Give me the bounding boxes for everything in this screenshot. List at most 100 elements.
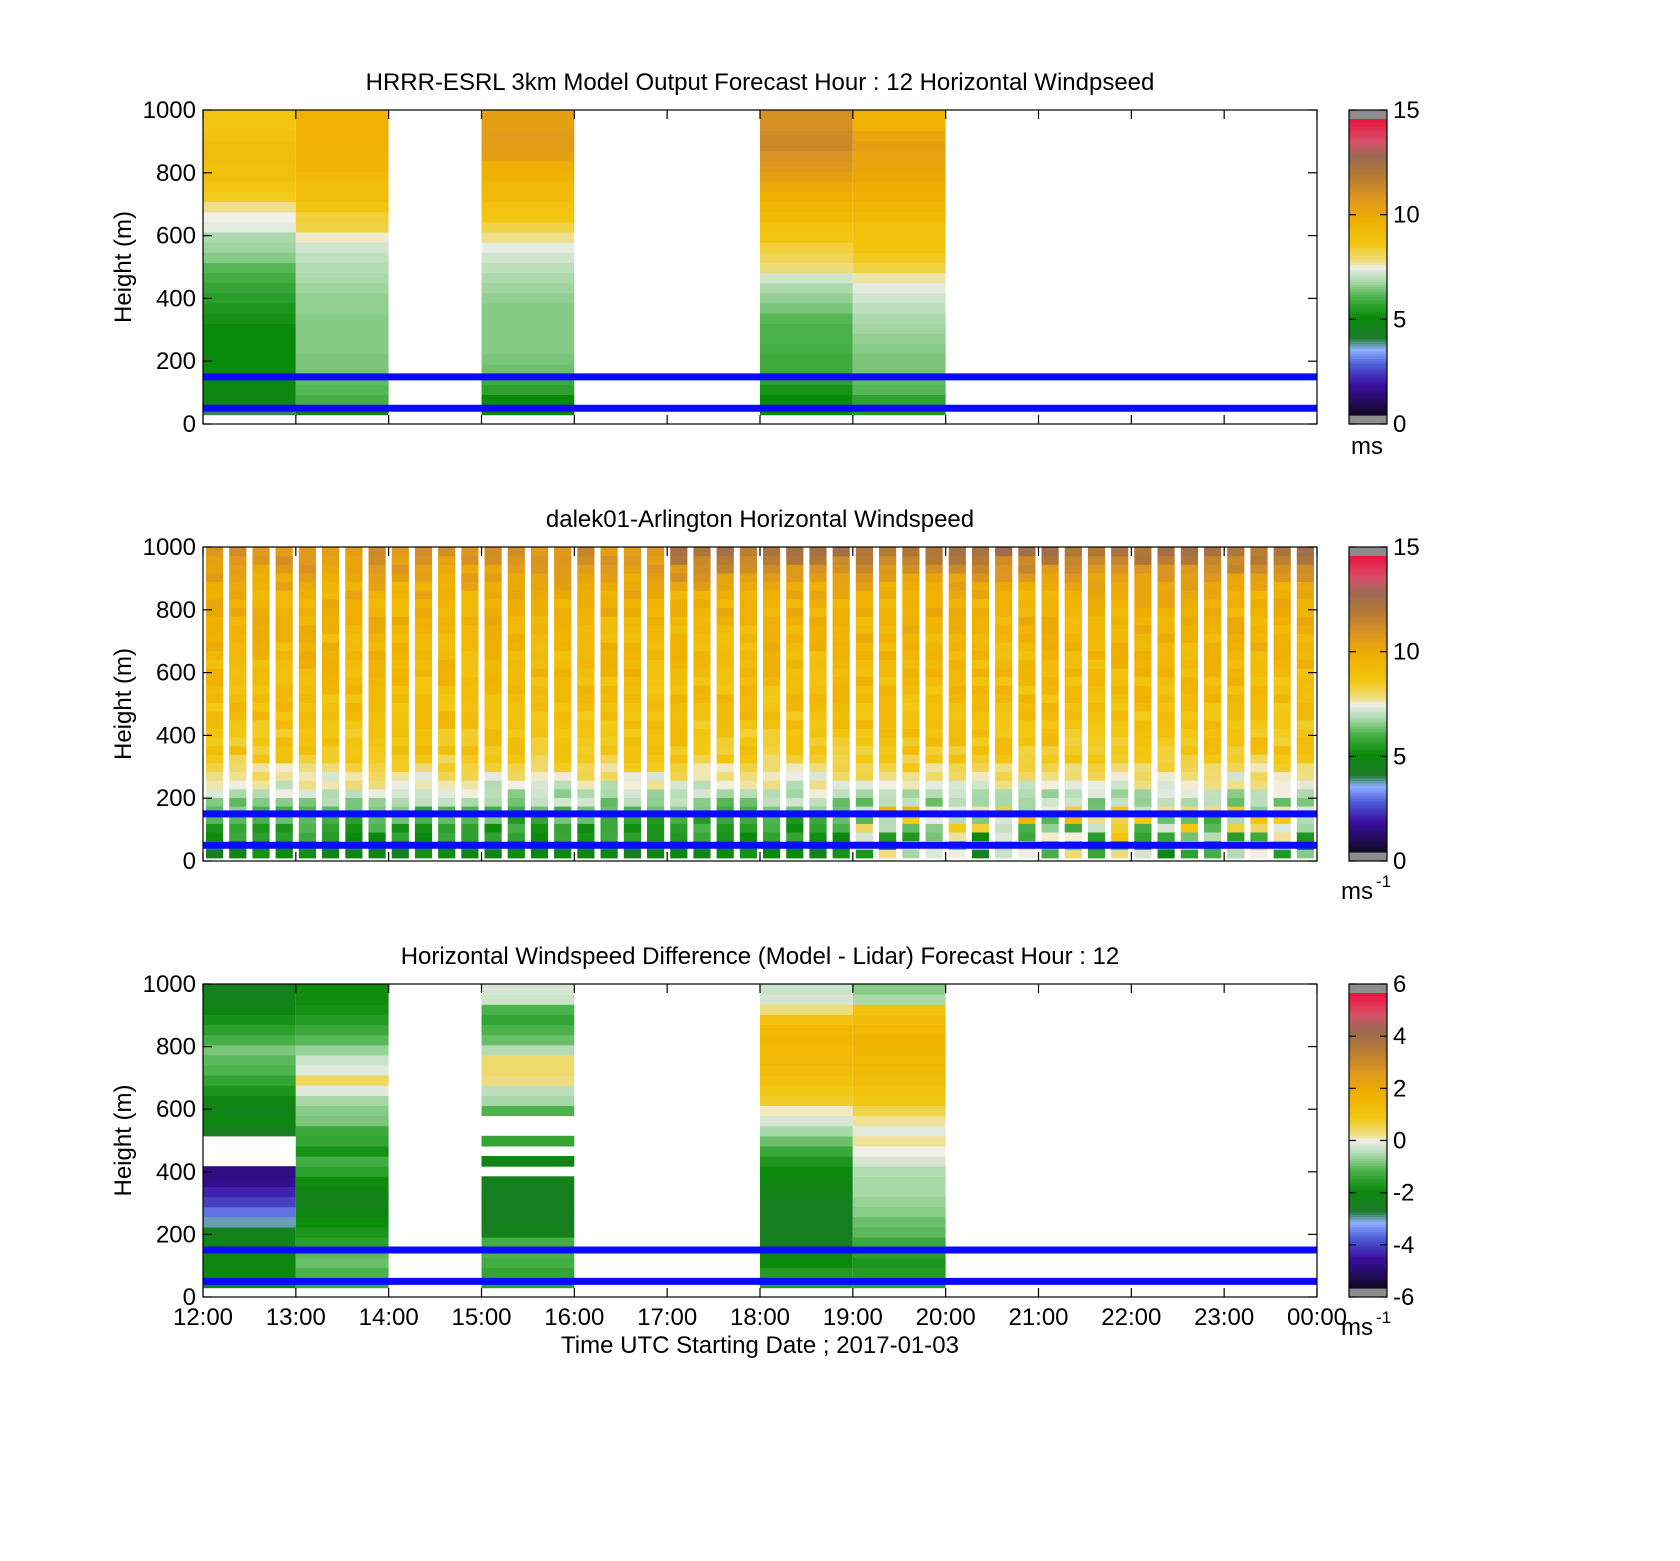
- heatmap-cell: [1018, 797, 1036, 807]
- heatmap-cell: [530, 788, 549, 798]
- heatmap-cell: [760, 1237, 853, 1248]
- heatmap-cell: [1041, 788, 1059, 798]
- heatmap-cell: [461, 771, 479, 781]
- heatmap-cell: [739, 590, 757, 600]
- heatmap-cell: [647, 771, 665, 781]
- heatmap-cell: [275, 685, 293, 695]
- heatmap-cell: [716, 823, 734, 833]
- heatmap-cell: [484, 711, 502, 721]
- heatmap-cell: [971, 797, 990, 807]
- heatmap-cell: [902, 642, 920, 652]
- heatmap-cell: [391, 797, 409, 807]
- heatmap-cell: [577, 849, 595, 859]
- heatmap-cell: [852, 242, 946, 253]
- heatmap-cell: [554, 702, 572, 712]
- heatmap-cell: [809, 788, 827, 798]
- heatmap-cell: [902, 667, 920, 678]
- heatmap-cell: [438, 659, 456, 669]
- y-tick-label: 200: [156, 348, 196, 375]
- heatmap-cell: [879, 780, 897, 790]
- heatmap-cell: [1041, 547, 1059, 557]
- heatmap-cell: [1157, 667, 1175, 678]
- heatmap-cell: [484, 659, 502, 669]
- heatmap-cell: [852, 181, 946, 192]
- heatmap-cell: [484, 616, 502, 626]
- heatmap-cells: [203, 984, 946, 1289]
- colorbar-swatch: [1349, 1260, 1387, 1265]
- heatmap-cell: [1296, 702, 1314, 712]
- heatmap-cell: [530, 616, 549, 626]
- colorbar-swatch: [1349, 1012, 1387, 1016]
- heatmap-cell: [760, 231, 853, 243]
- heatmap-cell: [298, 564, 316, 574]
- heatmap-cell: [368, 788, 386, 798]
- heatmap-cell: [391, 624, 409, 634]
- heatmap-cell: [484, 547, 502, 557]
- heatmap-cell: [1204, 762, 1222, 773]
- heatmap-cell: [577, 797, 595, 807]
- colorbar-swatch: [1349, 760, 1387, 764]
- heatmap-cell: [879, 814, 897, 824]
- heatmap-cell: [647, 685, 665, 695]
- heatmap-cell: [554, 624, 572, 634]
- heatmap-cell: [925, 564, 943, 574]
- colorbar-swatch: [1349, 1214, 1387, 1218]
- heatmap-cell: [1227, 607, 1245, 617]
- heatmap-cell: [600, 788, 618, 798]
- colorbar-cap: [1349, 984, 1387, 993]
- heatmap-cell: [971, 555, 990, 565]
- heatmap-cell: [414, 797, 433, 807]
- heatmap-cell: [1041, 667, 1059, 678]
- heatmap-cell: [995, 849, 1013, 859]
- heatmap-cell: [1250, 555, 1268, 565]
- heatmap-cell: [530, 728, 549, 738]
- colorbar-swatch: [1349, 165, 1387, 169]
- heatmap-cell: [484, 728, 502, 738]
- heatmap-cell: [1064, 564, 1082, 574]
- heatmap-cell: [484, 564, 502, 574]
- heatmap-cell: [275, 780, 293, 790]
- colorbar-swatch: [1349, 1091, 1387, 1095]
- heatmap-cell: [670, 624, 688, 634]
- heatmap-cell: [252, 676, 270, 686]
- heatmap-cell: [203, 1034, 296, 1046]
- colorbar-swatch: [1349, 126, 1387, 130]
- heatmap-cell: [971, 832, 990, 842]
- heatmap-cell: [852, 211, 946, 223]
- heatmap-cell: [1180, 572, 1198, 583]
- heatmap-cell: [1296, 676, 1314, 686]
- heatmap-cell: [760, 302, 853, 314]
- heatmap-cell: [295, 1156, 389, 1167]
- heatmap-cell: [670, 762, 688, 773]
- heatmap-cell: [206, 572, 224, 583]
- heatmap-cell: [809, 771, 827, 781]
- heatmap-cell: [739, 633, 757, 643]
- heatmap-cell: [760, 1024, 853, 1036]
- colorbar-swatch: [1349, 143, 1387, 147]
- heatmap-cell: [1296, 650, 1314, 660]
- colorbar-swatch: [1349, 657, 1387, 661]
- heatmap-cell: [461, 762, 479, 773]
- heatmap-cell: [739, 754, 757, 764]
- heatmap-cell: [925, 702, 943, 712]
- colorbar-swatch: [1349, 185, 1387, 189]
- heatmap-cell: [252, 849, 270, 859]
- colorbar-swatch: [1349, 170, 1387, 174]
- colorbar-swatch: [1349, 237, 1387, 241]
- colorbar-swatch: [1349, 1005, 1387, 1009]
- heatmap-cell: [1087, 624, 1106, 634]
- heatmap-cell: [298, 832, 316, 842]
- heatmap-cell: [229, 642, 247, 652]
- heatmap-cell: [1180, 616, 1198, 626]
- heatmap-cell: [948, 564, 966, 574]
- heatmap-cell: [295, 201, 389, 213]
- heatmap-cell: [925, 745, 943, 755]
- heatmap-cell: [832, 832, 850, 842]
- heatmap-cell: [206, 598, 224, 608]
- heatmap-cell: [461, 572, 479, 583]
- heatmap-cell: [902, 572, 920, 583]
- heatmap-cell: [1204, 624, 1222, 634]
- colorbar-swatch: [1349, 360, 1387, 364]
- heatmap-cell: [739, 667, 757, 678]
- heatmap-cell: [275, 642, 293, 652]
